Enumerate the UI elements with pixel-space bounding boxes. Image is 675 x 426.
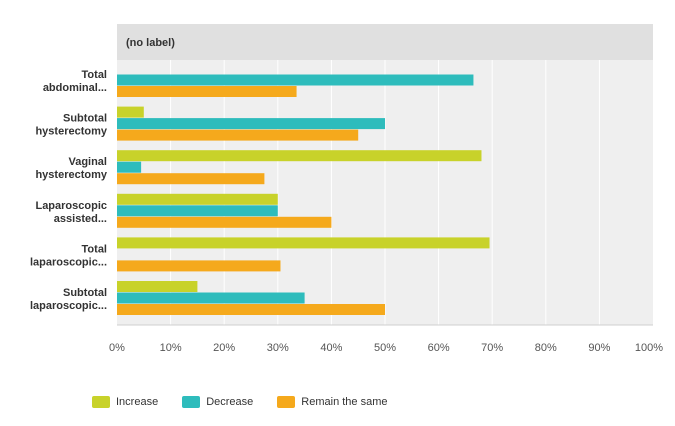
category-label: hysterectomy bbox=[35, 126, 107, 138]
category-label: Subtotal bbox=[63, 287, 107, 299]
bar-remain-the-same bbox=[117, 260, 281, 272]
x-tick-label: 20% bbox=[213, 342, 235, 354]
bar-increase bbox=[117, 193, 278, 205]
bar-decrease bbox=[117, 118, 385, 130]
x-tick-label: 80% bbox=[535, 342, 557, 354]
x-tick-label: 10% bbox=[160, 342, 182, 354]
bar-decrease bbox=[117, 205, 278, 217]
category-label: assisted... bbox=[54, 213, 107, 225]
bars bbox=[117, 74, 490, 315]
legend-item: Increase bbox=[92, 396, 158, 408]
category-label: Subtotal bbox=[63, 113, 107, 125]
legend-swatch bbox=[182, 396, 201, 408]
x-tick-label: 40% bbox=[320, 342, 342, 354]
category-label: hysterectomy bbox=[35, 169, 107, 181]
category-label: Total bbox=[82, 69, 107, 81]
legend-item: Remain the same bbox=[277, 396, 388, 408]
grid-lines bbox=[170, 60, 600, 325]
bar-remain-the-same bbox=[117, 304, 385, 315]
bar-increase bbox=[117, 106, 144, 118]
bar-decrease bbox=[117, 74, 474, 86]
x-tick-label: 70% bbox=[481, 342, 503, 354]
bar-remain-the-same bbox=[117, 86, 297, 97]
category-label: laparoscopic... bbox=[30, 300, 107, 312]
bar-remain-the-same bbox=[117, 216, 332, 228]
x-tick-label: 100% bbox=[635, 342, 663, 354]
legend-item: Decrease bbox=[182, 396, 253, 408]
legend-label: Decrease bbox=[206, 396, 254, 408]
panel-header bbox=[117, 24, 653, 60]
bar-decrease bbox=[117, 292, 305, 304]
category-label: abdominal... bbox=[43, 82, 107, 94]
x-tick-label: 0% bbox=[109, 342, 125, 354]
legend-swatch bbox=[277, 396, 296, 408]
legend-swatch bbox=[92, 396, 110, 408]
x-tick-label: 60% bbox=[428, 342, 450, 354]
legend: Increase Decrease Remain the same bbox=[92, 396, 412, 408]
category-label: Total bbox=[82, 243, 107, 255]
category-label: Vaginal bbox=[68, 156, 107, 168]
x-axis-ticks: 0% 10% 20% 30% 40% 50% 60% 70% 80% 90% 100% bbox=[109, 342, 663, 354]
x-tick-label: 30% bbox=[267, 342, 289, 354]
panel-label: (no label) bbox=[126, 37, 175, 49]
legend-label: Increase bbox=[116, 396, 159, 408]
x-tick-label: 90% bbox=[588, 342, 610, 354]
category-label: Laparoscopic bbox=[35, 200, 107, 212]
category-labels: Totalabdominal...SubtotalhysterectomyVag… bbox=[30, 69, 108, 312]
x-tick-label: 50% bbox=[374, 342, 396, 354]
bar-remain-the-same bbox=[117, 129, 359, 141]
bar-increase bbox=[117, 237, 490, 249]
category-label: laparoscopic... bbox=[30, 256, 107, 268]
legend-label: Remain the same bbox=[301, 396, 388, 408]
bar-decrease bbox=[117, 161, 142, 173]
bar-increase bbox=[117, 281, 198, 292]
bar-remain-the-same bbox=[117, 173, 265, 185]
bar-increase bbox=[117, 150, 482, 162]
